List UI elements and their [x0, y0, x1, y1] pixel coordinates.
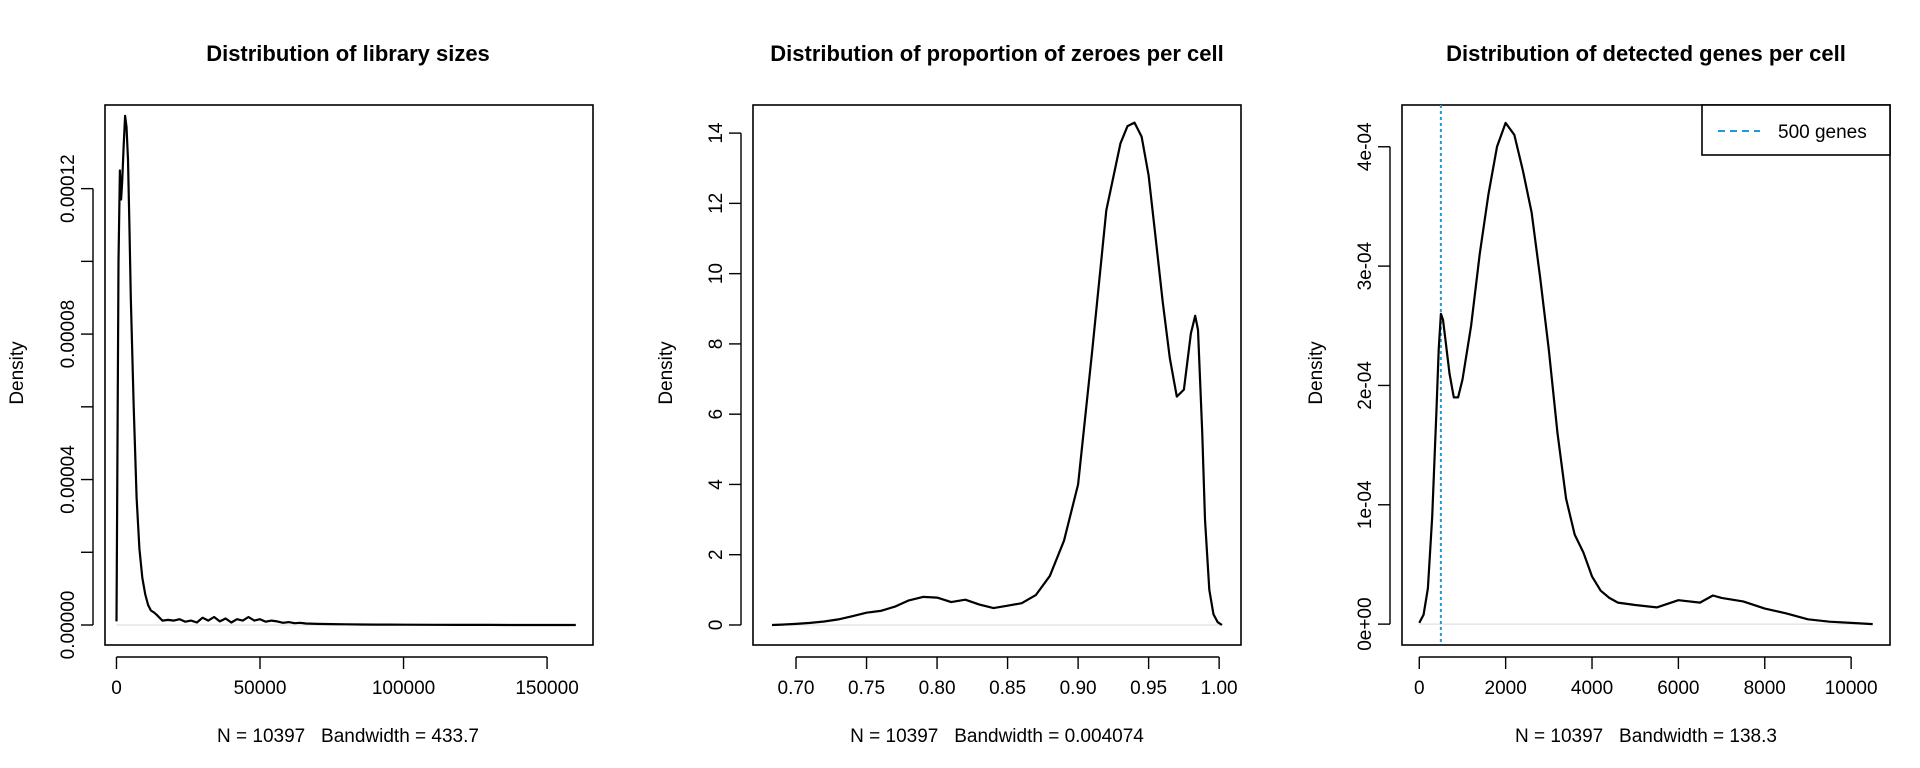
y-tick-label: 3e-04 — [1355, 241, 1376, 290]
panel-library-sizes: Distribution of library sizes Density N … — [7, 41, 594, 747]
x-tick-label: 6000 — [1657, 678, 1699, 699]
x-tick-label: 4000 — [1571, 678, 1613, 699]
plot-frame — [1401, 104, 1891, 646]
density-curve — [1418, 121, 1873, 626]
plot-frame — [104, 104, 594, 646]
panel-proportion-zeroes: Distribution of proportion of zeroes per… — [656, 41, 1242, 747]
y-tick-label: 0.00000 — [58, 591, 79, 660]
y-tick-label: 1e-04 — [1355, 480, 1376, 529]
y-tick-label: 2 — [706, 549, 727, 560]
x-axis-label: N = 10397 Bandwidth = 0.004074 — [850, 726, 1144, 747]
x-axis-label: N = 10397 Bandwidth = 433.7 — [217, 726, 479, 747]
x-tick-label: 2000 — [1485, 678, 1527, 699]
x-tick-label: 0.70 — [778, 678, 815, 699]
x-tick-label: 0.75 — [848, 678, 885, 699]
y-tick-label: 2e-04 — [1355, 361, 1376, 410]
density-curve — [115, 114, 576, 627]
panel-detected-genes: Distribution of detected genes per cell … — [1306, 41, 1891, 747]
x-tick-label: 0 — [1414, 678, 1425, 699]
x-tick-label: 0.90 — [1060, 678, 1097, 699]
y-tick-label: 0e+00 — [1355, 597, 1376, 650]
x-tick-label: 50000 — [234, 678, 287, 699]
y-tick-label: 0 — [706, 620, 727, 631]
plot-marks: 0 2000 4000 6000 8000 10000 0e+00 1e-04 2e-04 3e-… — [1355, 105, 1878, 699]
x-axis-label: N = 10397 Bandwidth = 138.3 — [1515, 726, 1777, 747]
y-tick-label: 4 — [706, 479, 727, 490]
chart-title: Distribution of library sizes — [206, 41, 490, 66]
y-axis-label: Density — [7, 341, 28, 405]
y-tick-label: 6 — [706, 409, 727, 420]
chart-title: Distribution of proportion of zeroes per… — [770, 41, 1223, 66]
x-tick-label: 1.00 — [1201, 678, 1238, 699]
y-tick-label: 14 — [706, 122, 727, 144]
x-tick-label: 10000 — [1825, 678, 1878, 699]
x-tick-label: 150000 — [515, 678, 578, 699]
y-tick-label: 0.00008 — [58, 300, 79, 369]
plot-frame — [752, 104, 1242, 646]
plot-marks: 0 50000 100000 150000 0.00000 0.00004 0.00008 0… — [58, 114, 579, 699]
legend: 500 genes — [1701, 104, 1891, 156]
y-tick-label: 0.00012 — [58, 154, 79, 223]
y-tick-label: 10 — [706, 263, 727, 284]
density-curve — [771, 121, 1223, 627]
plot-marks: 0.70 0.75 0.80 0.85 0.90 0.95 1.00 0 2 4 6 8 10 12 14 — [706, 121, 1238, 699]
y-tick-label: 8 — [706, 339, 727, 350]
x-tick-label: 0.85 — [989, 678, 1026, 699]
x-tick-label: 8000 — [1744, 678, 1786, 699]
x-tick-label: 100000 — [372, 678, 435, 699]
x-tick-label: 0 — [111, 678, 122, 699]
x-tick-label: 0.95 — [1130, 678, 1167, 699]
y-axis-label: Density — [656, 341, 677, 405]
x-tick-label: 0.80 — [919, 678, 956, 699]
legend-entry-label: 500 genes — [1778, 122, 1867, 143]
y-tick-label: 4e-04 — [1355, 122, 1376, 171]
chart-title: Distribution of detected genes per cell — [1446, 41, 1846, 66]
y-tick-label: 0.00004 — [58, 445, 79, 514]
y-axis-label: Density — [1306, 341, 1327, 405]
y-tick-label: 12 — [706, 193, 727, 214]
